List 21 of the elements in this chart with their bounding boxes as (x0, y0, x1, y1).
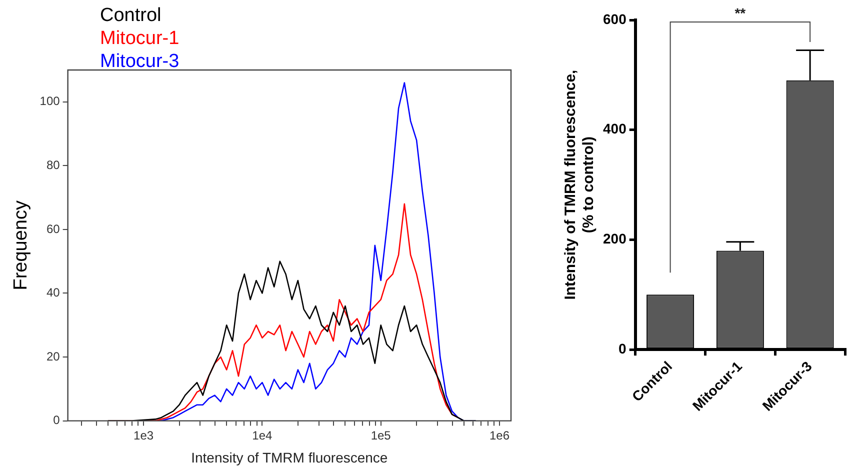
y-tick-label: 400 (603, 120, 627, 137)
y-tick-label: 60 (46, 222, 60, 236)
x-tick-label: 1e6 (489, 428, 510, 442)
annotation: ** (734, 4, 746, 21)
x-tick-label: 1e4 (252, 428, 273, 442)
x-tick-label: 1e3 (134, 428, 154, 442)
y-axis-title: Intensity of TMRM fluorescence, (% to control) (562, 70, 598, 300)
y-tick-label: 0 (53, 413, 60, 428)
y-axis-title: Frequency (10, 200, 32, 290)
text: Mitocur-1 (100, 27, 180, 50)
x-axis-title: Intensity of TMRM fluorescence (191, 449, 388, 466)
y-tick-label: 100 (40, 94, 60, 108)
x-tick-label: 1e5 (370, 428, 392, 442)
y-tick-label: 80 (46, 158, 60, 172)
text: Mitocur-3 (100, 50, 180, 73)
y-tick-label: 600 (603, 10, 627, 27)
y-tick-label: 200 (603, 230, 627, 247)
y-tick-label: 40 (46, 286, 60, 300)
y-tick-label: 0 (618, 340, 627, 356)
text: Control (100, 4, 162, 27)
y-tick-label: 20 (46, 349, 60, 364)
